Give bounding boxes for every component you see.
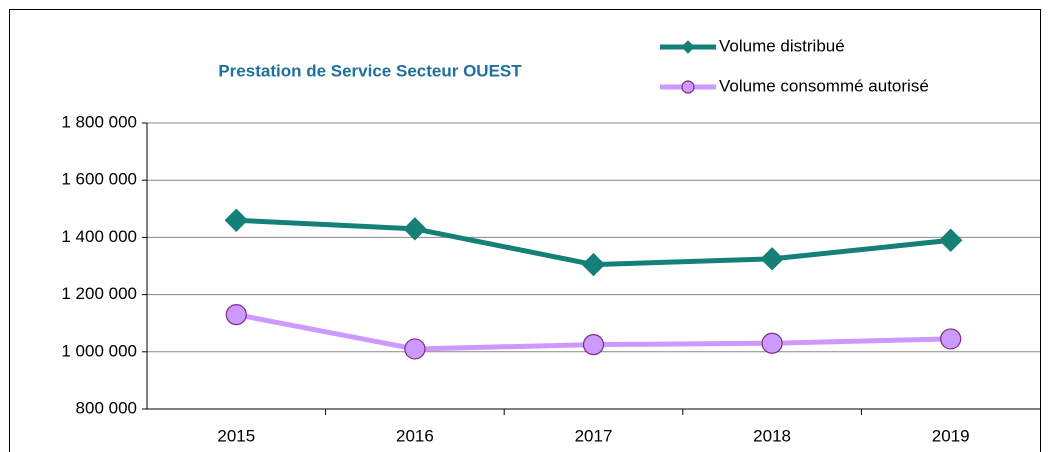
- legend-label: Volume distribué: [719, 36, 845, 55]
- data-point: [761, 332, 783, 354]
- x-tick-label: 2015: [217, 426, 255, 445]
- x-tick-label: 2019: [932, 426, 970, 445]
- x-tick-label: 2017: [575, 426, 613, 445]
- y-tick-label: 1 000 000: [61, 341, 137, 360]
- chart-title: Prestation de Service Secteur OUEST: [218, 61, 522, 80]
- data-point: [938, 228, 963, 252]
- data-point: [403, 217, 427, 241]
- y-tick-label: 800 000: [76, 398, 137, 417]
- y-tick-label: 1 600 000: [61, 170, 137, 189]
- legend-marker: [681, 40, 695, 54]
- data-point: [581, 252, 606, 277]
- x-tick-label: 2016: [396, 426, 434, 445]
- y-tick-label: 1 800 000: [61, 112, 137, 131]
- data-point: [760, 247, 784, 271]
- legend-label: Volume consommé autorisé: [719, 76, 929, 95]
- data-point: [225, 304, 247, 326]
- data-point: [940, 328, 962, 350]
- x-tick-label: 2018: [753, 426, 791, 445]
- y-tick-label: 1 400 000: [61, 227, 137, 246]
- data-point: [404, 338, 426, 360]
- y-tick-label: 1 200 000: [61, 284, 137, 303]
- data-point: [582, 334, 605, 356]
- data-point: [224, 208, 249, 232]
- legend-marker: [681, 80, 695, 94]
- chart-frame: [9, 9, 1041, 452]
